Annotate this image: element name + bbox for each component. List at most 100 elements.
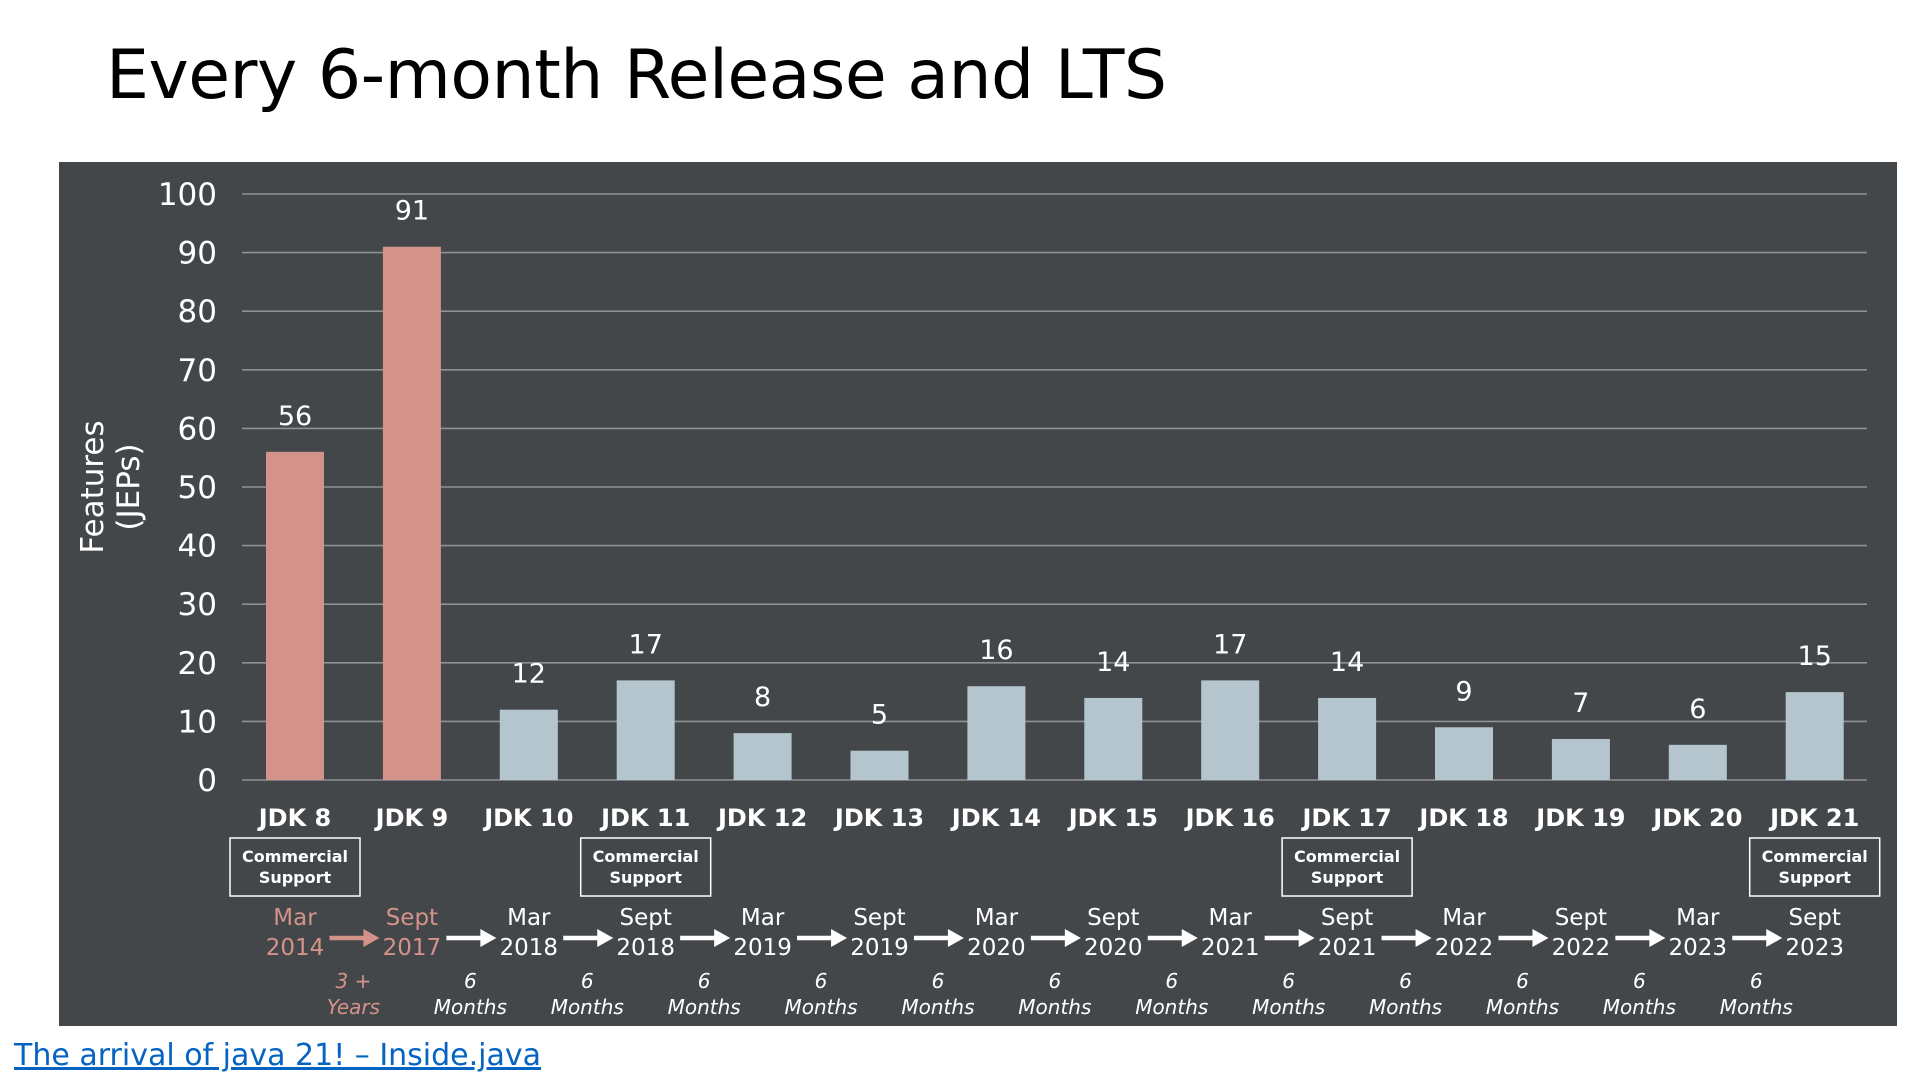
- commercial-support-label: Commercial: [1294, 847, 1400, 866]
- data-label: 14: [1330, 647, 1364, 678]
- commercial-support-box: [1281, 837, 1413, 897]
- bar: [382, 246, 441, 780]
- y-tick-label: 60: [178, 411, 217, 447]
- data-label: 16: [979, 635, 1013, 666]
- release-month: Mar: [507, 905, 551, 931]
- interval-number: 6: [1165, 969, 1178, 993]
- interval-number: 6: [464, 969, 477, 993]
- interval-unit: Months: [1369, 995, 1442, 1019]
- y-tick-label: 10: [178, 704, 217, 740]
- bar: [850, 750, 909, 780]
- interval-unit: Months: [434, 995, 507, 1019]
- bar: [1435, 727, 1493, 780]
- timeline-arrowhead: [1532, 929, 1549, 947]
- release-year: 2014: [266, 935, 325, 961]
- category-label: JDK 13: [833, 804, 924, 832]
- interval-number: 6: [581, 969, 594, 993]
- release-month: Sept: [1555, 905, 1607, 931]
- release-month: Mar: [975, 905, 1019, 931]
- y-tick-label: 50: [178, 470, 217, 506]
- category-label: JDK 10: [482, 804, 573, 832]
- release-month: Mar: [1676, 905, 1720, 931]
- bar: [1201, 680, 1260, 780]
- category-label: JDK 17: [1300, 804, 1391, 832]
- data-label: 12: [512, 659, 546, 690]
- commercial-support-box: [579, 837, 712, 897]
- data-label: 8: [754, 682, 771, 713]
- data-label: 14: [1096, 647, 1130, 678]
- release-year: 2021: [1318, 935, 1377, 961]
- data-label: 56: [278, 401, 312, 432]
- commercial-support-label: Commercial: [593, 847, 699, 866]
- category-label: JDK 15: [1067, 804, 1158, 832]
- commercial-support-box: [229, 837, 361, 897]
- y-tick-label: 30: [178, 587, 217, 623]
- release-year: 2023: [1669, 935, 1728, 961]
- commercial-support-label: Support: [259, 868, 332, 887]
- release-month: Sept: [1321, 905, 1373, 931]
- bar: [1668, 744, 1727, 780]
- bar: [1551, 738, 1610, 780]
- category-label: JDK 12: [716, 804, 807, 832]
- timeline-arrowhead: [1064, 929, 1081, 947]
- release-year: 2020: [967, 935, 1026, 961]
- interval-unit: Months: [1135, 995, 1208, 1019]
- interval-unit: Months: [668, 995, 741, 1019]
- release-month: Sept: [853, 905, 905, 931]
- timeline-arrowhead: [1298, 929, 1315, 947]
- timeline-arrowhead: [1766, 929, 1783, 947]
- release-year: 2019: [850, 935, 909, 961]
- interval-number: 6: [1750, 969, 1763, 993]
- interval-number: 6: [1282, 969, 1295, 993]
- timeline-arrowhead: [831, 929, 848, 947]
- data-label: 6: [1689, 694, 1706, 725]
- commercial-support-label: Support: [1779, 868, 1852, 887]
- release-month: Sept: [1789, 905, 1841, 931]
- release-month: Sept: [620, 905, 672, 931]
- release-month: Sept: [1087, 905, 1139, 931]
- data-label: 9: [1455, 676, 1472, 707]
- chart-svg: 0102030405060708090100Features(JEPs)56JD…: [75, 177, 1881, 1019]
- category-label: JDK 14: [950, 804, 1041, 832]
- interval-unit: Months: [1018, 995, 1091, 1019]
- interval-unit: Months: [901, 995, 974, 1019]
- interval-number: 6: [1516, 969, 1529, 993]
- bar: [266, 451, 324, 780]
- interval-unit: Months: [784, 995, 857, 1019]
- commercial-support-label: Support: [1311, 868, 1384, 887]
- commercial-support-label: Commercial: [242, 847, 348, 866]
- release-year: 2022: [1552, 935, 1611, 961]
- release-year: 2019: [733, 935, 792, 961]
- category-label: JDK 9: [374, 804, 449, 832]
- bar: [499, 709, 558, 780]
- category-label: JDK 16: [1184, 804, 1275, 832]
- timeline-arrowhead: [1181, 929, 1198, 947]
- y-tick-label: 70: [178, 353, 217, 389]
- timeline-arrowhead: [947, 929, 964, 947]
- timeline-arrowhead: [714, 929, 731, 947]
- y-tick-label: 0: [197, 763, 217, 799]
- release-year: 2018: [616, 935, 675, 961]
- interval-number: 3 +: [336, 969, 372, 993]
- y-tick-label: 90: [178, 236, 217, 272]
- category-label: JDK 11: [599, 804, 690, 832]
- release-month: Mar: [273, 905, 317, 931]
- y-axis-label-line: Features: [75, 420, 111, 553]
- bar: [1785, 692, 1844, 780]
- interval-unit: Months: [551, 995, 624, 1019]
- release-year: 2022: [1435, 935, 1494, 961]
- interval-number: 6: [1048, 969, 1061, 993]
- y-tick-label: 20: [178, 646, 217, 682]
- release-year: 2021: [1201, 935, 1260, 961]
- data-label: 17: [629, 629, 663, 660]
- bar: [733, 733, 792, 780]
- interval-unit: Years: [327, 995, 380, 1019]
- release-month: Mar: [1442, 905, 1486, 931]
- bar: [967, 686, 1026, 780]
- data-label: 17: [1213, 629, 1247, 660]
- commercial-support-label: Support: [610, 868, 683, 887]
- data-label: 5: [871, 700, 888, 731]
- source-link[interactable]: The arrival of java 21! – Inside.java: [14, 1038, 542, 1073]
- interval-number: 6: [932, 969, 945, 993]
- category-label: JDK 19: [1534, 804, 1625, 832]
